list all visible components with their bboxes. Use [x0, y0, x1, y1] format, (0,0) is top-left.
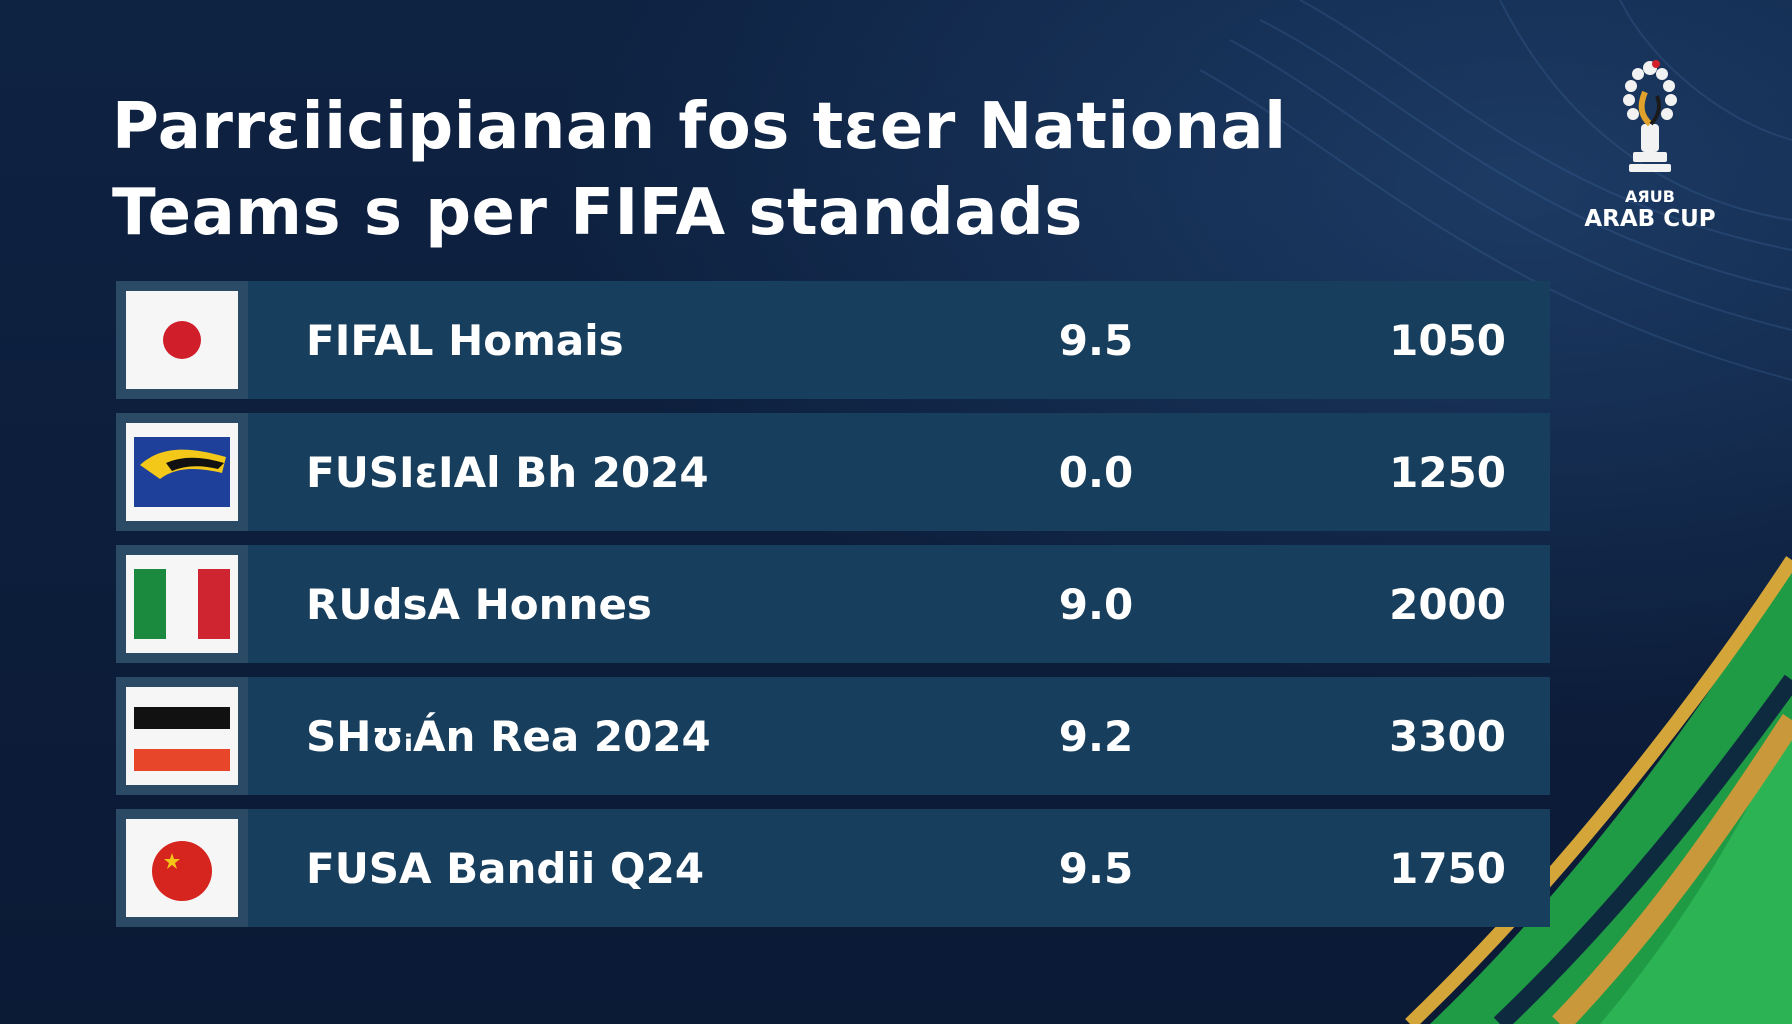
trophy-icon — [1623, 60, 1677, 172]
table-row: SHʊᵢÁn Rea 2024 9.2 3300 — [116, 677, 1550, 795]
blue-yellow-flag-icon — [126, 423, 238, 521]
logo-small-text: AЯUB — [1625, 187, 1675, 206]
logo-big-text: ARAB CUP — [1584, 206, 1716, 232]
team-score: 9.5 — [1058, 843, 1134, 893]
china-flag-icon — [126, 819, 238, 917]
team-score: 9.5 — [1058, 315, 1134, 365]
flag-cell — [116, 809, 248, 927]
flag-cell — [116, 413, 248, 531]
team-name: SHʊᵢÁn Rea 2024 — [306, 711, 711, 761]
arab-cup-logo: AЯUB ARAB CUP — [1560, 56, 1740, 256]
title-line-1: Parrɛiicipianan fos tɛer National — [112, 90, 1287, 164]
team-points: 1750 — [1389, 843, 1506, 893]
table-row: FUSA Bandii Q24 9.5 1750 — [116, 809, 1550, 927]
japan-flag-icon — [126, 291, 238, 389]
black-white-red-flag-icon — [126, 687, 238, 785]
table-row: RUdsA Honnes 9.0 2000 — [116, 545, 1550, 663]
team-score: 9.2 — [1058, 711, 1134, 761]
team-points: 3300 — [1389, 711, 1506, 761]
team-name: RUdsA Honnes — [306, 579, 652, 629]
title-line-2: Teams s per FIFA standads — [112, 176, 1083, 250]
team-name: FUSA Bandii Q24 — [306, 843, 705, 893]
table-row: FUSIɛIAl Bh 2024 0.0 1250 — [116, 413, 1550, 531]
flag-cell — [116, 281, 248, 399]
table-row: FIFAL Homais 9.5 1050 — [116, 281, 1550, 399]
team-name: FIFAL Homais — [306, 315, 624, 365]
team-points: 2000 — [1389, 579, 1506, 629]
italy-flag-icon — [126, 555, 238, 653]
team-points: 1050 — [1389, 315, 1506, 365]
ranking-table: FIFAL Homais 9.5 1050 FUSIɛIAl Bh 2024 0… — [116, 281, 1550, 941]
flag-cell — [116, 545, 248, 663]
team-score: 9.0 — [1058, 579, 1134, 629]
team-points: 1250 — [1389, 447, 1506, 497]
team-name: FUSIɛIAl Bh 2024 — [306, 447, 709, 497]
flag-cell — [116, 677, 248, 795]
team-score: 0.0 — [1058, 447, 1134, 497]
page-title: Parrɛiicipianan fos tɛer National Teams … — [112, 84, 1362, 256]
